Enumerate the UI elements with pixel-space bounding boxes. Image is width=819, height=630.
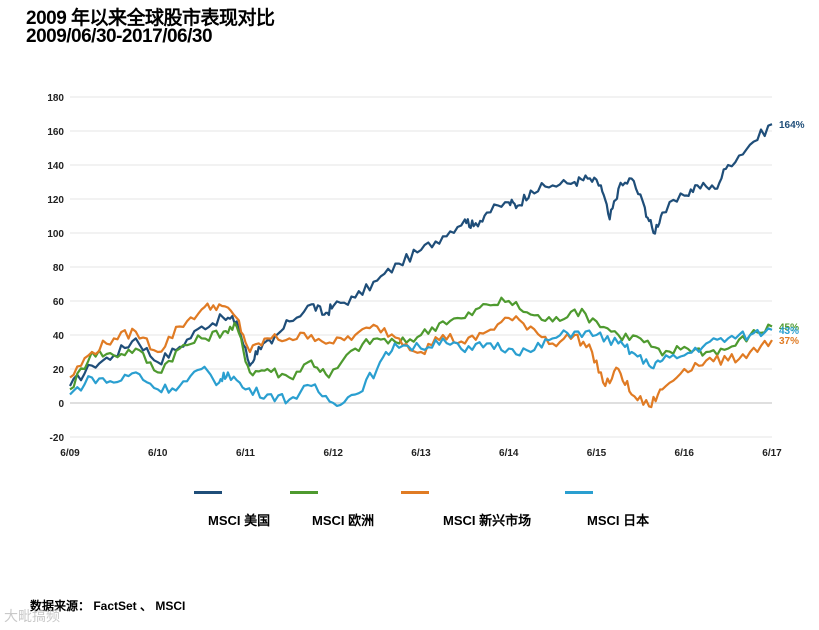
- y-tick-label: 140: [47, 161, 64, 172]
- legend-swatch: [401, 491, 429, 494]
- legend-swatch: [290, 491, 318, 494]
- legend-label: MSCI 欧洲: [312, 513, 375, 528]
- y-tick-label: 160: [47, 127, 64, 138]
- x-axis-ticks: 6/09 6/10 6/11 6/12 6/13 6/14 6/15 6/16 6/17: [60, 448, 782, 459]
- y-tick-label: -20: [50, 433, 65, 444]
- legend-swatch: [194, 491, 222, 494]
- source-note: 数据来源： FactSet 、 MSCI: [30, 599, 186, 613]
- y-tick-label: 180: [47, 93, 64, 104]
- series-end-label: 164%: [779, 120, 805, 131]
- series-end-label: 45%: [779, 323, 799, 334]
- line-chart: -20 0 20 40 60 80 100 120 140 160 180 6/09 6/10 6/11…: [47, 93, 805, 459]
- x-tick-label: 6/15: [587, 448, 607, 459]
- series-lines: [69, 123, 773, 409]
- series-end-label: 43%: [779, 326, 799, 337]
- legend-label: MSCI 美国: [208, 513, 271, 528]
- legend: MSCI 美国 MSCI 欧洲 MSCI 新兴市场 MSCI 日本: [0, 482, 819, 532]
- x-tick-label: 6/13: [411, 448, 431, 459]
- x-tick-label: 6/16: [675, 448, 695, 459]
- x-tick-label: 6/09: [60, 448, 80, 459]
- y-tick-label: 120: [47, 195, 64, 206]
- legend-swatch: [565, 491, 593, 494]
- y-tick-label: 100: [47, 229, 64, 240]
- x-tick-label: 6/14: [499, 448, 519, 459]
- y-tick-label: 40: [53, 331, 65, 342]
- y-axis-ticks: -20 0 20 40 60 80 100 120 140 160 180: [47, 93, 64, 444]
- series-line: [69, 123, 773, 387]
- series-end-label: 37%: [779, 336, 799, 347]
- y-tick-label: 20: [53, 365, 65, 376]
- watermark: 大毗搞频: [4, 608, 60, 624]
- legend-label: MSCI 日本: [587, 513, 650, 528]
- x-tick-label: 6/11: [236, 448, 255, 459]
- y-tick-label: 0: [58, 399, 64, 410]
- series-line: [69, 296, 773, 391]
- y-tick-label: 80: [53, 263, 65, 274]
- y-tick-label: 60: [53, 297, 65, 308]
- chart-title: 2009 年以来全球股市表现对比: [26, 8, 275, 29]
- legend-label: MSCI 新兴市场: [443, 513, 532, 528]
- x-tick-label: 6/10: [148, 448, 168, 459]
- chart-subtitle: 2009/06/30-2017/06/30: [26, 26, 213, 47]
- end-labels: 164% 45% 37%43%: [779, 120, 805, 347]
- x-tick-label: 6/17: [762, 448, 782, 459]
- x-tick-label: 6/12: [324, 448, 344, 459]
- series-line: [69, 327, 773, 407]
